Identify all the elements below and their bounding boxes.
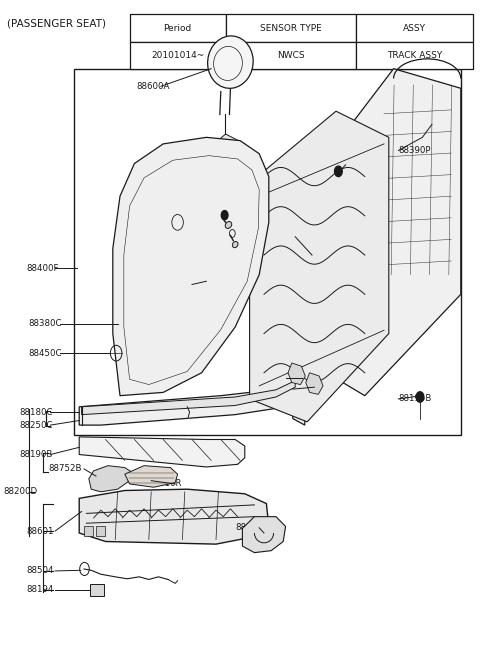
Bar xyxy=(226,42,356,69)
Polygon shape xyxy=(288,363,305,385)
Text: 88180C: 88180C xyxy=(19,407,53,417)
Ellipse shape xyxy=(208,36,253,88)
Bar xyxy=(90,584,104,596)
Text: 88190B: 88190B xyxy=(19,450,53,459)
Ellipse shape xyxy=(232,241,238,248)
Ellipse shape xyxy=(225,222,232,228)
Text: 88195B: 88195B xyxy=(398,394,432,404)
Text: 88121B: 88121B xyxy=(235,523,269,532)
Bar xyxy=(130,14,226,42)
Text: 88380C: 88380C xyxy=(29,319,62,328)
Text: 88057A: 88057A xyxy=(274,385,307,394)
Text: 88600A: 88600A xyxy=(137,82,170,91)
Circle shape xyxy=(221,211,228,220)
Polygon shape xyxy=(82,381,295,415)
Text: 88610C: 88610C xyxy=(158,249,192,258)
Polygon shape xyxy=(79,489,269,544)
Text: 88450C: 88450C xyxy=(29,349,62,358)
Text: 88400F: 88400F xyxy=(26,264,59,273)
Text: SENSOR TYPE: SENSOR TYPE xyxy=(260,24,322,33)
Polygon shape xyxy=(89,466,132,492)
Polygon shape xyxy=(242,517,286,553)
Text: ASSY: ASSY xyxy=(403,24,426,33)
Bar xyxy=(96,526,105,536)
Text: 88200D: 88200D xyxy=(4,487,38,496)
Polygon shape xyxy=(182,134,245,235)
Polygon shape xyxy=(125,466,178,487)
Bar xyxy=(356,42,473,69)
Polygon shape xyxy=(79,437,245,467)
Text: 88752B: 88752B xyxy=(48,464,82,473)
Circle shape xyxy=(335,166,342,177)
Text: 88390P: 88390P xyxy=(398,146,431,155)
Circle shape xyxy=(416,392,424,402)
Text: 1338AC: 1338AC xyxy=(317,160,350,169)
Bar xyxy=(130,42,226,69)
Text: 88630: 88630 xyxy=(163,239,191,249)
Polygon shape xyxy=(326,69,461,396)
Text: 88630A: 88630A xyxy=(158,230,192,239)
Text: 88610: 88610 xyxy=(163,220,191,229)
Text: 88250C: 88250C xyxy=(19,421,53,430)
Text: (PASSENGER SEAT): (PASSENGER SEAT) xyxy=(7,18,106,28)
Bar xyxy=(356,14,473,42)
Text: 88010R: 88010R xyxy=(149,479,182,489)
Text: 88390H: 88390H xyxy=(163,280,197,289)
Bar xyxy=(226,14,356,42)
Text: Period: Period xyxy=(164,24,192,33)
Polygon shape xyxy=(113,137,269,396)
Text: 20101014~: 20101014~ xyxy=(151,51,204,60)
Polygon shape xyxy=(306,373,323,394)
Bar xyxy=(84,526,93,536)
Polygon shape xyxy=(79,389,305,425)
Text: 88601: 88601 xyxy=(26,526,54,536)
Text: 88194: 88194 xyxy=(26,585,54,594)
Text: 88401C: 88401C xyxy=(266,232,300,241)
Text: TRACK ASSY: TRACK ASSY xyxy=(387,51,442,60)
Text: 88067A: 88067A xyxy=(266,373,300,383)
Text: 88504: 88504 xyxy=(26,566,54,576)
Bar xyxy=(74,69,461,435)
Text: NWCS: NWCS xyxy=(277,51,305,60)
Polygon shape xyxy=(250,111,389,422)
